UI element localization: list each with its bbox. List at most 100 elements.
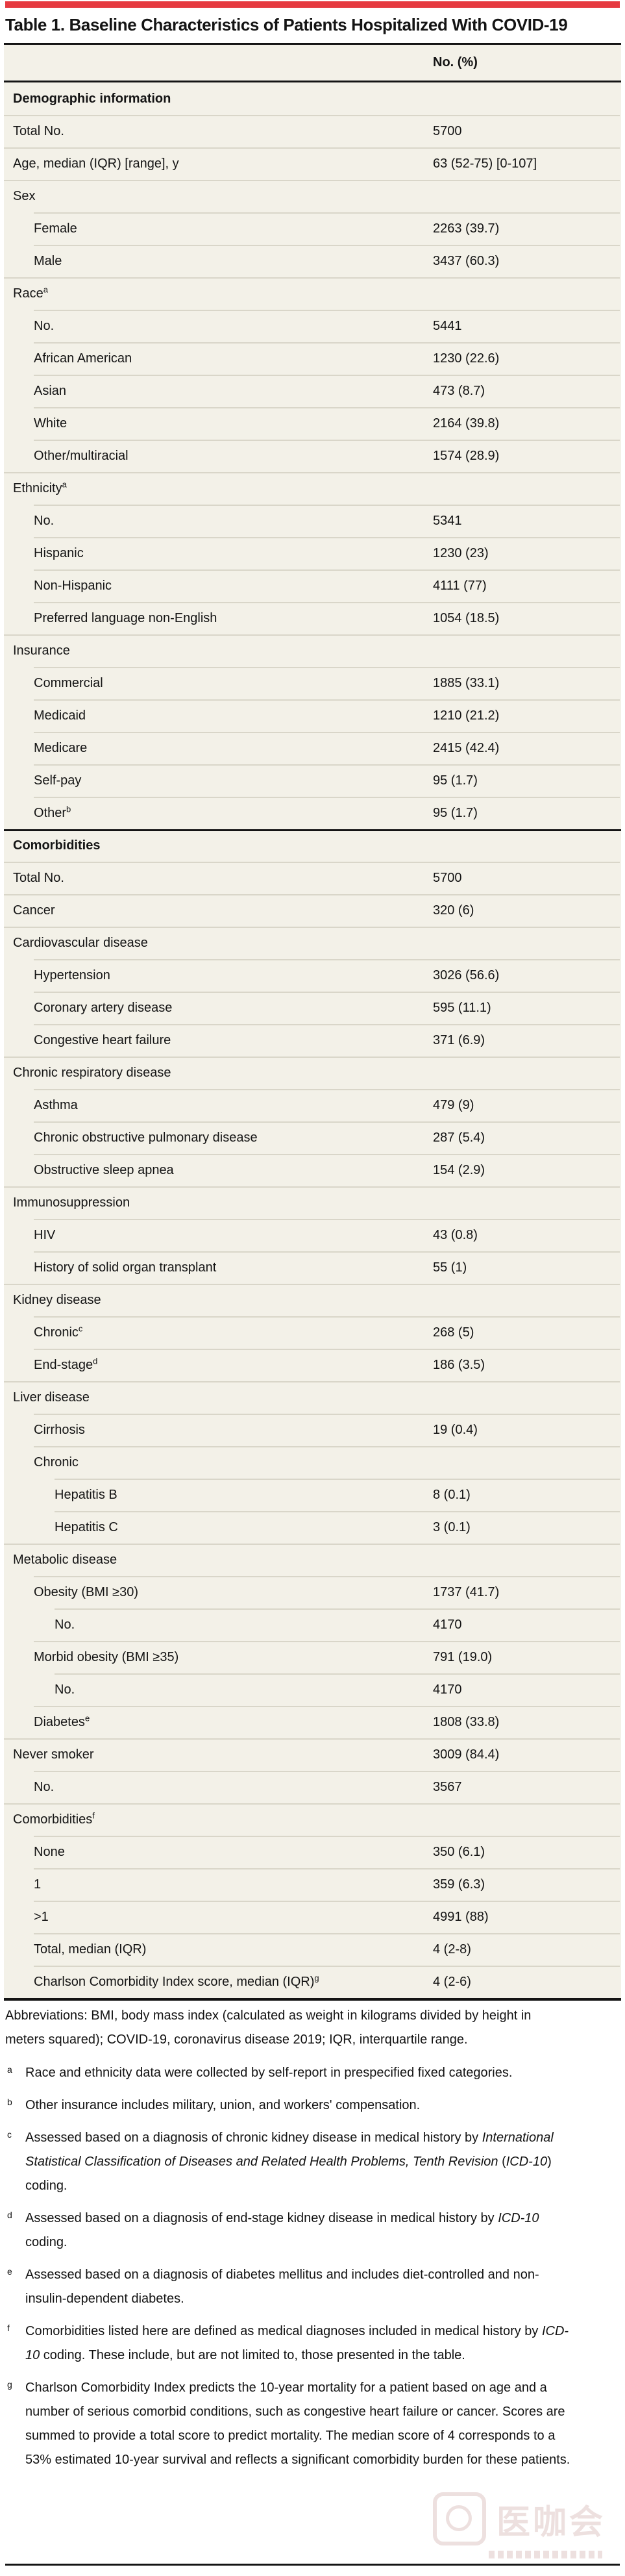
- footnote-text: Assessed based on a diagnosis of diabete…: [25, 2268, 539, 2306]
- footnote-marker: d: [7, 2210, 12, 2220]
- row-label: White: [34, 416, 67, 431]
- row-value: 359 (6.3): [433, 1877, 485, 1892]
- row-value: 8 (0.1): [433, 1488, 471, 1502]
- footnote-marker: a: [62, 479, 67, 490]
- row-value: 4170: [433, 1682, 462, 1697]
- table-row: Preferred language non-English 1054 (18.5…: [4, 602, 621, 634]
- table-row: Self-pay 95 (1.7): [4, 764, 621, 797]
- footnote-marker: b: [7, 2097, 12, 2107]
- table-row: Non-Hispanic 4111 (77): [4, 569, 621, 602]
- table-row: No. 4170: [4, 1608, 621, 1641]
- table-row: Racea: [4, 277, 621, 310]
- footnote-text: Comorbidities listed here are defined as…: [25, 2324, 542, 2338]
- row-label: Other/multiracial: [34, 449, 129, 463]
- row-label: HIV: [34, 1228, 56, 1242]
- row-label: Hepatitis B: [55, 1488, 117, 1502]
- table-row: Coronary artery disease 595 (11.1): [4, 992, 621, 1024]
- row-value: 1574 (28.9): [433, 449, 500, 463]
- footnote: e Assessed based on a diagnosis of diabet…: [5, 2263, 573, 2311]
- table-row: Obesity (BMI ≥30) 1737 (41.7): [4, 1576, 621, 1608]
- abbreviations-note: Abbreviations: BMI, body mass index (cal…: [5, 2008, 532, 2047]
- table-row: No. 5341: [4, 505, 621, 537]
- footnote-marker: g: [7, 2379, 12, 2390]
- row-label: 1: [34, 1877, 42, 1892]
- table-row: Female 2263 (39.7): [4, 212, 621, 245]
- row-label: Insurance: [13, 644, 70, 658]
- row-value: 4 (2-8): [433, 1942, 471, 1957]
- row-label: History of solid organ transplant: [34, 1260, 217, 1275]
- row-label: Liver disease: [13, 1390, 90, 1405]
- table-row: Total No. 5700: [4, 862, 621, 894]
- row-value: 154 (2.9): [433, 1163, 485, 1177]
- table-row: Asian 473 (8.7): [4, 375, 621, 407]
- row-value: 3567: [433, 1780, 462, 1794]
- footnote: c Assessed based on a diagnosis of chroni…: [5, 2126, 573, 2198]
- footnote-text-italic: ICD-10: [25, 2324, 569, 2362]
- footnote-list: a Race and ethnicity data were collected …: [5, 2061, 573, 2472]
- table-row: Never smoker 3009 (84.4): [4, 1738, 621, 1771]
- row-value: 350 (6.1): [433, 1845, 485, 1859]
- row-value: 1054 (18.5): [433, 611, 500, 625]
- table-row: Diabetese 1808 (33.8): [4, 1706, 621, 1738]
- row-value: 1808 (33.8): [433, 1715, 500, 1729]
- table-row: Hypertension 3026 (56.6): [4, 959, 621, 992]
- footnote-marker: a: [43, 284, 48, 295]
- table-row: Hepatitis B 8 (0.1): [4, 1479, 621, 1511]
- row-label: No.: [55, 1682, 75, 1697]
- row-label: Commercial: [34, 676, 103, 690]
- row-label: African American: [34, 351, 132, 366]
- footnote: a Race and ethnicity data were collected …: [5, 2061, 573, 2085]
- row-value: 4111 (77): [433, 579, 487, 593]
- table-row: Cirrhosis 19 (0.4): [4, 1414, 621, 1446]
- row-label: Morbid obesity (BMI ≥35): [34, 1650, 179, 1664]
- table-row: Charlson Comorbidity Index score, median…: [4, 1966, 621, 1998]
- table-row: Total No. 5700: [4, 115, 621, 147]
- table-row: Other/multiracial 1574 (28.9): [4, 440, 621, 472]
- watermark-text: 医咖会: [496, 2503, 606, 2542]
- footnote-text-italic: International Statistical Classification…: [25, 2131, 554, 2169]
- footnote-marker: d: [93, 1356, 98, 1366]
- table-row: Metabolic disease: [4, 1544, 621, 1576]
- row-value: 55 (1): [433, 1260, 467, 1275]
- row-label: Female: [34, 221, 77, 236]
- row-value: 186 (3.5): [433, 1358, 485, 1372]
- row-value: 5441: [433, 319, 462, 333]
- row-value: 43 (0.8): [433, 1228, 478, 1242]
- row-label: Metabolic disease: [13, 1553, 117, 1567]
- table-row: Obstructive sleep apnea 154 (2.9): [4, 1154, 621, 1186]
- row-value: 479 (9): [433, 1098, 474, 1112]
- table-row: Sex: [4, 180, 621, 212]
- row-value: 2415 (42.4): [433, 741, 500, 755]
- footnote-text: coding. These include, but are not limit…: [40, 2348, 465, 2362]
- footnote-marker: f: [92, 1810, 95, 1821]
- row-label: Age, median (IQR) [range], y: [13, 156, 179, 171]
- footnote-marker: c: [7, 2129, 12, 2140]
- row-label: No.: [34, 1780, 55, 1794]
- row-value: 287 (5.4): [433, 1131, 485, 1145]
- row-label: Cirrhosis: [34, 1423, 85, 1437]
- table-row: Comorbiditiesf: [4, 1803, 621, 1836]
- row-value: 791 (19.0): [433, 1650, 493, 1664]
- bottom-rule: [5, 2564, 620, 2566]
- footnote-text: Assessed based on a diagnosis of end-sta…: [25, 2211, 498, 2225]
- table-row: Chronic respiratory disease: [4, 1057, 621, 1089]
- row-label: Medicaid: [34, 708, 86, 723]
- table-title: Table 1. Baseline Characteristics of Pat…: [5, 15, 568, 34]
- row-label: Never smoker: [13, 1747, 94, 1762]
- row-label: Ethnicitya: [13, 479, 67, 495]
- table-row: Chronic obstructive pulmonary disease 287…: [4, 1121, 621, 1154]
- table-row: Insurance: [4, 634, 621, 667]
- table-row: Age, median (IQR) [range], y 63 (52-75) […: [4, 147, 621, 180]
- column-header-no-pct: No. (%): [433, 55, 478, 69]
- table-row: Liver disease: [4, 1381, 621, 1414]
- footnote-marker: g: [314, 1973, 319, 1983]
- table-row: Medicare 2415 (42.4): [4, 732, 621, 764]
- footnote-text: Other insurance includes military, union…: [25, 2098, 421, 2112]
- row-label: Cardiovascular disease: [13, 936, 148, 950]
- table-row: End-staged 186 (3.5): [4, 1349, 621, 1381]
- row-label: End-staged: [34, 1356, 98, 1372]
- row-label: Comorbiditiesf: [13, 1810, 95, 1827]
- table-row: Asthma 479 (9): [4, 1089, 621, 1121]
- table-row: Immunosuppression: [4, 1186, 621, 1219]
- footnote-marker: e: [7, 2266, 12, 2277]
